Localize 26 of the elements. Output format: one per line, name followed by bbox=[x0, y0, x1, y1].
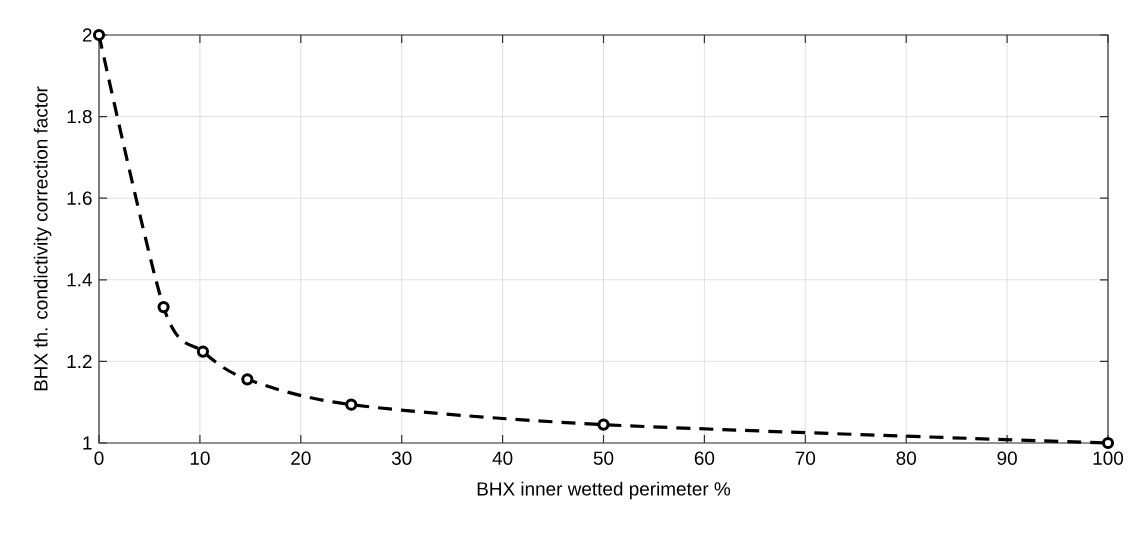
x-tick-label: 70 bbox=[795, 451, 816, 465]
x-tick-label: 50 bbox=[593, 451, 614, 465]
y-tick-label: 2 bbox=[82, 28, 92, 42]
y-tick-label: 1.8 bbox=[67, 109, 92, 124]
x-tick-label: 90 bbox=[997, 451, 1017, 465]
x-tick-label: 80 bbox=[896, 451, 916, 465]
x-tick-label: 0 bbox=[94, 451, 104, 465]
x-tick-label: 20 bbox=[291, 451, 311, 465]
point bbox=[196, 345, 210, 358]
y-tick-label: 1.4 bbox=[67, 273, 92, 287]
y-tick-label: 1 bbox=[83, 436, 92, 450]
point bbox=[241, 373, 254, 386]
point bbox=[92, 28, 106, 42]
x-tick-label: 60 bbox=[694, 451, 715, 465]
point bbox=[1101, 436, 1115, 450]
y-axis-title: BHX th. condictivity correction factor bbox=[33, 86, 52, 391]
point bbox=[597, 418, 610, 431]
x-axis-title: BHX inner wetted perimeter % bbox=[477, 481, 731, 500]
x-tick-label: 10 bbox=[190, 451, 210, 465]
point bbox=[345, 398, 358, 411]
x-tick-label: 30 bbox=[391, 451, 412, 465]
x-tick-label: 100 bbox=[1093, 451, 1124, 465]
x-tick-label: 40 bbox=[492, 451, 513, 465]
point bbox=[157, 301, 170, 314]
y-tick-label: 1.6 bbox=[67, 191, 92, 205]
y-tick-label: 1.2 bbox=[67, 354, 92, 368]
